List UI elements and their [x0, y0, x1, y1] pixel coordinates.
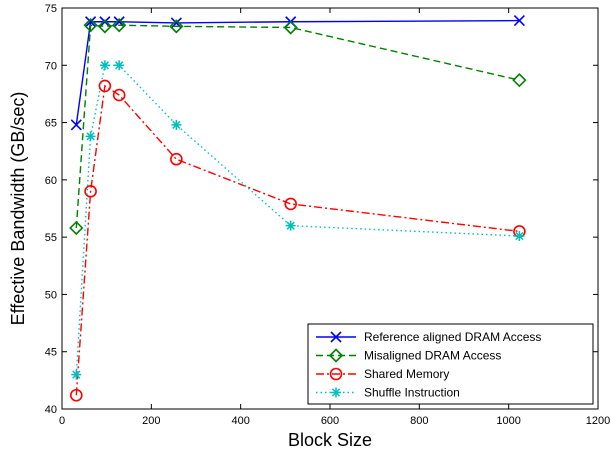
data-series	[69, 15, 527, 402]
y-tick-label: 75	[45, 3, 57, 15]
y-tick-label: 70	[45, 60, 57, 72]
legend-item: Shared Memory	[316, 367, 449, 381]
circle-marker	[98, 79, 112, 93]
diamond-marker	[512, 73, 527, 88]
x-tick-label: 400	[231, 415, 249, 427]
axis-ticks: 0 200 400 600 800 1000 1200 40 45 50 55 60 65 70 75	[45, 3, 610, 427]
x-tick-label: 1200	[586, 415, 610, 427]
x-marker	[99, 16, 111, 28]
legend: Reference aligned DRAM Access Misaligned …	[307, 323, 594, 405]
asterisk-marker	[85, 131, 96, 142]
y-tick-label: 50	[45, 289, 57, 301]
x-tick-label: 800	[410, 415, 428, 427]
series-group	[69, 18, 527, 236]
legend-label: Shuffle Instruction	[364, 386, 460, 400]
x-marker	[70, 119, 82, 131]
circle-marker	[84, 185, 97, 198]
series-line	[75, 84, 520, 396]
circle-marker	[284, 197, 297, 211]
legend-label: Reference aligned DRAM Access	[364, 330, 541, 344]
legend-item: Misaligned DRAM Access	[316, 348, 501, 363]
asterisk-marker	[514, 230, 525, 241]
x-tick-label: 1000	[496, 415, 520, 427]
circle-marker	[69, 388, 83, 402]
y-tick-label: 60	[45, 175, 57, 187]
asterisk-marker	[71, 369, 82, 380]
diamond-marker	[328, 348, 344, 363]
y-tick-label: 55	[45, 232, 57, 244]
diamond-marker	[83, 18, 98, 33]
x-marker	[85, 16, 97, 28]
legend-item: Shuffle Instruction	[316, 386, 460, 400]
x-tick-label: 600	[321, 415, 339, 427]
y-axis-title: Effective Bandwidth (GB/sec)	[8, 92, 28, 326]
diamond-marker	[112, 18, 127, 33]
asterisk-marker	[331, 387, 341, 398]
circle-marker	[112, 88, 126, 102]
legend-item: Reference aligned DRAM Access	[316, 330, 541, 344]
legend-label: Misaligned DRAM Access	[364, 349, 501, 363]
y-tick-label: 65	[45, 118, 57, 130]
circle-marker	[170, 152, 183, 166]
diamond-marker	[97, 19, 113, 34]
series-line	[75, 24, 520, 229]
asterisk-marker	[171, 119, 182, 130]
x-tick-label: 0	[59, 415, 65, 427]
x-axis-title: Block Size	[288, 430, 372, 450]
asterisk-marker	[114, 60, 125, 71]
diamond-marker	[69, 220, 84, 236]
circle-marker	[329, 367, 343, 381]
y-tick-label: 45	[45, 347, 57, 359]
legend-label: Shared Memory	[364, 367, 449, 381]
diamond-marker	[169, 19, 184, 34]
y-tick-label: 40	[45, 404, 57, 416]
asterisk-marker	[285, 220, 296, 231]
x-marker	[330, 331, 342, 343]
series-group	[71, 60, 525, 380]
asterisk-marker	[99, 60, 110, 71]
x-marker	[513, 15, 525, 27]
diamond-marker	[283, 20, 298, 35]
x-tick-label: 200	[142, 415, 160, 427]
